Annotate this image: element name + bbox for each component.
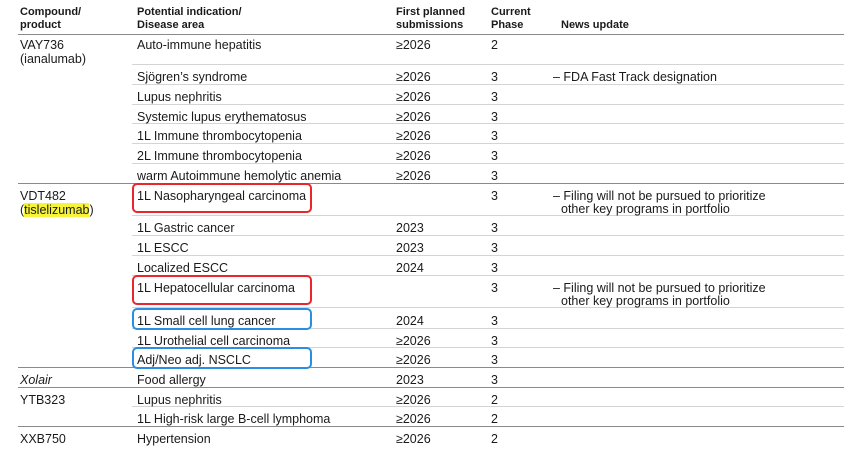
indication: 1L Gastric cancer (137, 221, 235, 235)
indication: Systemic lupus erythematosus (137, 110, 307, 124)
blue-annotation-box (132, 347, 312, 369)
row-divider (132, 143, 844, 144)
row-divider (132, 255, 844, 256)
row-divider (132, 235, 844, 236)
row-divider (18, 387, 844, 388)
indication: Lupus nephritis (137, 90, 222, 104)
indication: Adj/Neo adj. NSCLC (137, 353, 251, 367)
indication: 1L Nasopharyngeal carcinoma (137, 189, 307, 203)
indication: 1L High-risk large B-cell lymphoma (137, 412, 331, 426)
current-phase: 3 (491, 353, 498, 367)
current-phase: 2 (491, 432, 498, 446)
header-compound: Compound/ (20, 6, 82, 18)
row-divider (132, 275, 844, 276)
red-annotation-box (132, 183, 312, 213)
blue-annotation-box (132, 308, 312, 330)
compound-name: XXB750 (20, 432, 66, 446)
news-update: – Filing will not be pursued to prioriti… (553, 189, 766, 203)
indication: 1L Small cell lung cancer (137, 314, 276, 328)
current-phase: 3 (491, 70, 498, 84)
current-phase: 3 (491, 314, 498, 328)
header-phase: Phase (491, 19, 524, 31)
header-submissions: submissions (396, 19, 464, 31)
first-submission: 2024 (396, 261, 424, 275)
current-phase: 2 (491, 393, 498, 407)
indication: Food allergy (137, 373, 206, 387)
row-divider (132, 406, 844, 407)
header-indication: Potential indication/ (137, 6, 242, 18)
indication: 1L Urothelial cell carcinoma (137, 334, 291, 348)
first-submission: ≥2026 (396, 149, 431, 163)
compound-name: (tislelizumab) (20, 203, 94, 217)
header-news-update: News update (561, 19, 629, 31)
first-submission: ≥2026 (396, 412, 431, 426)
row-divider (18, 426, 844, 427)
current-phase: 3 (491, 149, 498, 163)
row-divider (18, 367, 844, 368)
news-update: other key programs in portfolio (561, 294, 730, 308)
first-submission: ≥2026 (396, 110, 431, 124)
indication: 1L Hepatocellular carcinoma (137, 281, 295, 295)
header-compound: product (20, 19, 61, 31)
current-phase: 2 (491, 38, 498, 52)
first-submission: 2024 (396, 314, 424, 328)
indication: Sjögren’s syndrome (137, 70, 248, 84)
indication: 1L Immune thrombocytopenia (137, 129, 302, 143)
current-phase: 3 (491, 189, 498, 203)
red-annotation-box (132, 275, 312, 305)
current-phase: 3 (491, 241, 498, 255)
compound-name: VAY736 (20, 38, 65, 52)
current-phase: 3 (491, 334, 498, 348)
current-phase: 3 (491, 110, 498, 124)
row-divider (132, 64, 844, 65)
first-submission: ≥2026 (396, 129, 431, 143)
compound-name: Xolair (20, 373, 52, 387)
row-divider (132, 123, 844, 124)
header-phase: Current (491, 6, 531, 18)
row-divider (132, 215, 844, 216)
news-update: other key programs in portfolio (561, 202, 730, 216)
current-phase: 3 (491, 169, 498, 183)
indication: Lupus nephritis (137, 393, 222, 407)
first-submission: ≥2026 (396, 90, 431, 104)
compound-name: (ianalumab) (20, 52, 87, 66)
indication: warm Autoimmune hemolytic anemia (137, 169, 342, 183)
header-indication: Disease area (137, 19, 205, 31)
first-submission: 2023 (396, 241, 424, 255)
first-submission: 2023 (396, 373, 424, 387)
row-divider (18, 183, 844, 184)
news-update: – FDA Fast Track designation (553, 70, 717, 84)
row-divider (132, 104, 844, 105)
first-submission: ≥2026 (396, 70, 431, 84)
first-submission: ≥2026 (396, 353, 431, 367)
indication: Auto-immune hepatitis (137, 38, 262, 52)
first-submission: ≥2026 (396, 38, 431, 52)
news-update: – Filing will not be pursued to prioriti… (553, 281, 766, 295)
compound-name: YTB323 (20, 393, 66, 407)
indication: Localized ESCC (137, 261, 229, 275)
current-phase: 3 (491, 261, 498, 275)
indication: 1L ESCC (137, 241, 189, 255)
header-divider (18, 34, 844, 35)
row-divider (132, 347, 844, 348)
current-phase: 2 (491, 412, 498, 426)
current-phase: 3 (491, 281, 498, 295)
current-phase: 3 (491, 129, 498, 143)
indication: Hypertension (137, 432, 211, 446)
first-submission: ≥2026 (396, 334, 431, 348)
indication: 2L Immune thrombocytopenia (137, 149, 302, 163)
row-divider (132, 84, 844, 85)
first-submission: 2023 (396, 221, 424, 235)
first-submission: ≥2026 (396, 393, 431, 407)
first-submission: ≥2026 (396, 169, 431, 183)
header-submissions: First planned (396, 6, 466, 18)
current-phase: 3 (491, 373, 498, 387)
current-phase: 3 (491, 221, 498, 235)
row-divider (132, 307, 844, 308)
row-divider (132, 328, 844, 329)
row-divider (132, 163, 844, 164)
compound-name: VDT482 (20, 189, 66, 203)
current-phase: 3 (491, 90, 498, 104)
first-submission: ≥2026 (396, 432, 431, 446)
